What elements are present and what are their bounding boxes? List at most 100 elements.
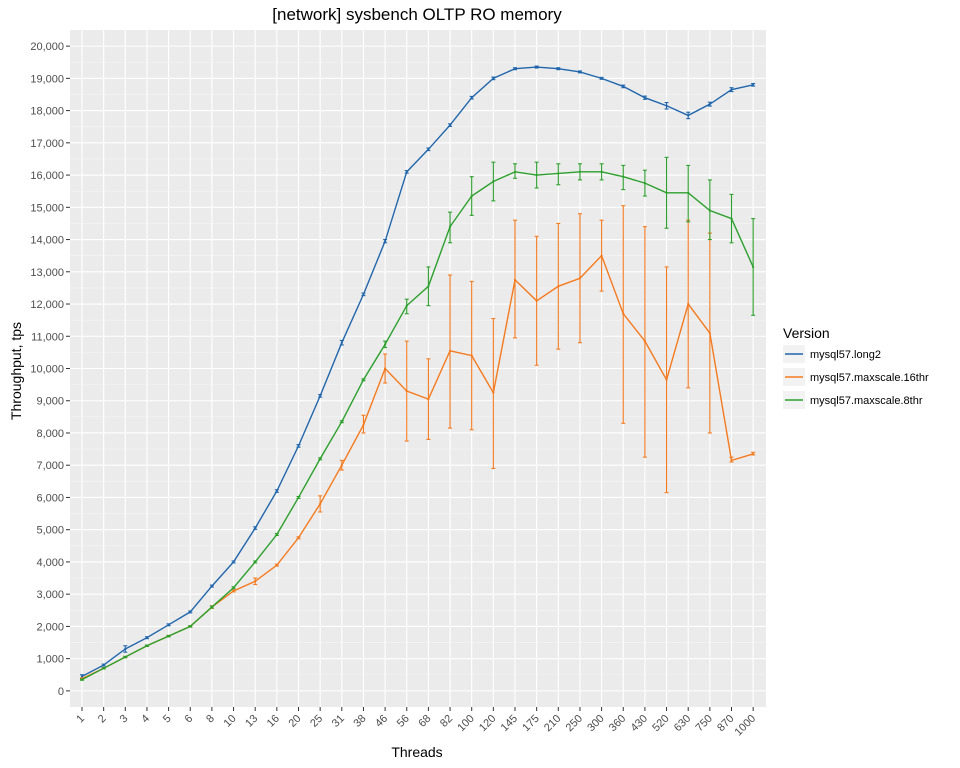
legend-label: mysql57.long2 bbox=[810, 349, 881, 361]
data-point bbox=[405, 170, 408, 173]
x-tick-label: 56 bbox=[395, 713, 412, 730]
data-point bbox=[557, 285, 560, 288]
data-point bbox=[492, 180, 495, 183]
data-point bbox=[665, 104, 668, 107]
data-point bbox=[384, 343, 387, 346]
data-point bbox=[102, 667, 105, 670]
data-point bbox=[254, 526, 257, 530]
data-point bbox=[340, 341, 343, 344]
x-tick-label: 100 bbox=[455, 713, 476, 734]
data-point bbox=[600, 77, 603, 80]
data-point bbox=[210, 605, 213, 609]
data-point bbox=[319, 457, 322, 460]
x-tick-label: 145 bbox=[499, 713, 520, 734]
data-point bbox=[708, 209, 711, 212]
legend: Version mysql57.long2 mysql57.maxscale.16… bbox=[783, 325, 929, 409]
data-point bbox=[232, 560, 235, 564]
data-point bbox=[470, 96, 473, 99]
data-point bbox=[340, 420, 343, 423]
data-point bbox=[340, 464, 343, 467]
data-point bbox=[687, 302, 690, 306]
data-point bbox=[405, 389, 408, 393]
data-point bbox=[708, 331, 711, 335]
data-point bbox=[643, 182, 647, 185]
data-point bbox=[319, 502, 322, 505]
x-tick-label: 16 bbox=[265, 713, 282, 730]
data-point bbox=[124, 655, 127, 659]
data-point bbox=[124, 647, 127, 651]
y-tick-label: 9,000 bbox=[36, 396, 64, 408]
data-point bbox=[665, 378, 668, 381]
x-tick-label: 750 bbox=[694, 713, 715, 734]
data-point bbox=[189, 625, 192, 628]
data-point bbox=[297, 444, 300, 447]
data-point bbox=[189, 610, 192, 613]
data-point bbox=[232, 586, 235, 589]
y-axis-title: Throughput, tps bbox=[8, 322, 24, 420]
data-point bbox=[535, 65, 538, 69]
data-point bbox=[600, 254, 603, 257]
x-tick-label: 4 bbox=[139, 713, 152, 726]
x-tick-label: 175 bbox=[520, 713, 541, 734]
data-point bbox=[297, 536, 300, 539]
chart-title: [network] sysbench OLTP RO memory bbox=[272, 5, 562, 24]
y-tick-label: 1,000 bbox=[36, 654, 64, 666]
data-point bbox=[730, 217, 733, 220]
x-tick-label: 68 bbox=[416, 713, 433, 730]
data-point bbox=[427, 285, 430, 288]
data-point bbox=[752, 452, 755, 456]
plot-area: 0 1,000 2,000 3,000 4,000 5,000 6,000 7,000 8,00… bbox=[30, 30, 766, 738]
data-point bbox=[752, 265, 755, 269]
x-tick-label: 10 bbox=[222, 713, 239, 730]
x-tick-label: 430 bbox=[629, 713, 650, 734]
x-tick-label: 38 bbox=[351, 713, 368, 730]
data-point bbox=[362, 293, 365, 296]
y-tick-label: 3,000 bbox=[36, 589, 64, 601]
data-point bbox=[275, 533, 278, 536]
x-tick-label: 1 bbox=[74, 713, 87, 726]
y-tick-label: 20,000 bbox=[30, 41, 64, 53]
x-tick-label: 5 bbox=[161, 713, 174, 726]
legend-label: mysql57.maxscale.8thr bbox=[810, 395, 923, 407]
series-group bbox=[80, 65, 756, 679]
x-tick-label: 120 bbox=[477, 713, 498, 734]
data-point bbox=[232, 589, 235, 593]
data-point bbox=[80, 678, 84, 681]
data-point bbox=[643, 339, 647, 343]
data-point bbox=[730, 459, 733, 462]
y-tick-label: 15,000 bbox=[30, 202, 64, 214]
x-tick-label: 520 bbox=[650, 713, 671, 734]
x-tick-label: 250 bbox=[564, 713, 585, 734]
data-point bbox=[470, 194, 473, 198]
data-point bbox=[513, 170, 517, 173]
data-point bbox=[254, 580, 257, 583]
data-point bbox=[448, 225, 452, 228]
y-tick-label: 5,000 bbox=[36, 525, 64, 537]
data-point bbox=[687, 191, 690, 194]
y-tick-label: 2,000 bbox=[36, 621, 64, 633]
x-tick-label: 1000 bbox=[732, 713, 758, 739]
data-point bbox=[275, 489, 278, 493]
y-tick-label: 19,000 bbox=[30, 73, 64, 85]
data-point bbox=[708, 103, 711, 106]
y-tick-label: 4,000 bbox=[36, 557, 64, 569]
x-tick-label: 31 bbox=[330, 713, 347, 730]
x-tick-label: 82 bbox=[438, 713, 455, 730]
x-tick-label: 3 bbox=[118, 713, 131, 726]
data-point bbox=[513, 67, 517, 70]
data-point bbox=[557, 172, 560, 175]
y-tick-label: 7,000 bbox=[36, 460, 64, 472]
data-point bbox=[275, 564, 278, 567]
data-point bbox=[319, 394, 322, 398]
y-tick-label: 6,000 bbox=[36, 492, 64, 504]
y-tick-label: 13,000 bbox=[30, 267, 64, 279]
x-tick-label: 630 bbox=[672, 713, 693, 734]
x-tick-label: 300 bbox=[585, 713, 606, 734]
data-point bbox=[492, 77, 495, 80]
x-tick-label: 13 bbox=[243, 713, 260, 730]
data-point bbox=[384, 367, 387, 370]
data-point bbox=[730, 88, 733, 91]
y-tick-label: 8,000 bbox=[36, 428, 64, 440]
x-tick-label: 210 bbox=[542, 713, 563, 734]
